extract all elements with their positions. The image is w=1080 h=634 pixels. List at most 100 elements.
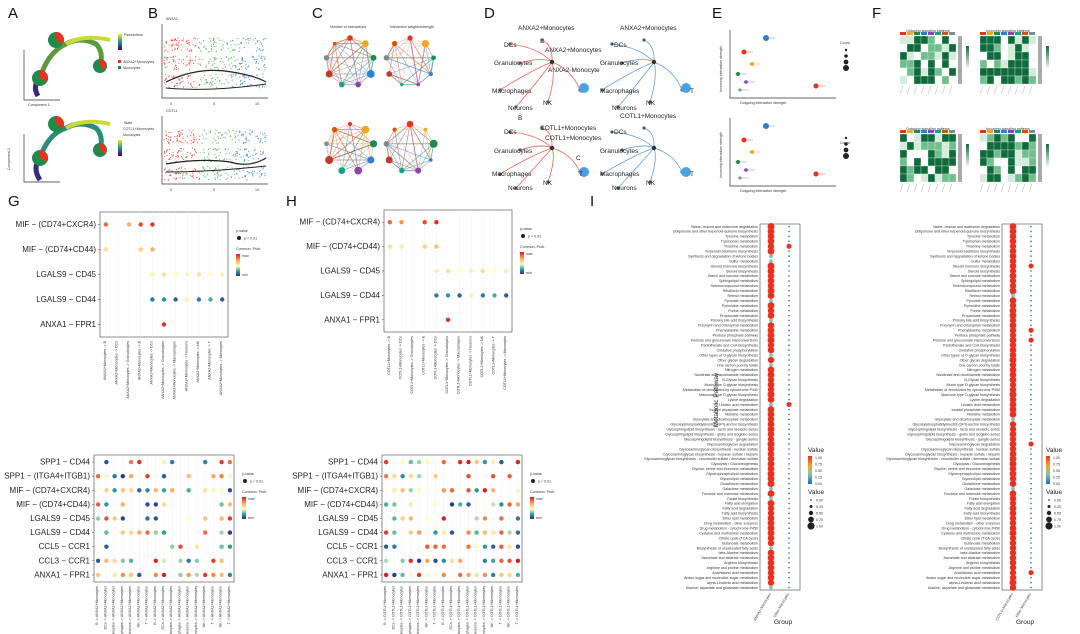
heatmap-cell [920,141,929,151]
expression-point [177,139,179,141]
expression-point [200,49,202,51]
pathway-dot [788,413,790,416]
heatmap-annotation [987,130,993,133]
expression-point [212,81,214,83]
network-edge [386,143,431,161]
pathway-dot [1030,245,1032,248]
hierarchy-node [546,100,550,104]
interaction-dot [126,222,132,227]
interaction-dot [433,502,438,507]
interaction-dot [153,488,158,493]
heatmap-cell [948,133,957,143]
pathway-label: Riboflavin metabolism [723,289,758,293]
pathway-dot [769,318,773,323]
network-edge [341,159,371,171]
heatmap-cell [979,141,988,151]
pathway-dot [767,460,775,468]
trend-b-top-2 [165,83,267,90]
panel-i: Valine, leucine and isoleucine degradati… [644,223,1063,626]
expression-point [215,148,217,151]
expression-point [176,177,178,179]
interaction-dot [474,544,479,549]
column-label: Neurons -> COTL1+Monocytes [474,586,478,634]
expression-point [200,78,202,80]
network-edge [334,43,372,75]
expression-point [163,169,165,171]
expression-point [227,166,229,168]
hierarchy-edge [643,127,655,149]
pathway-dot [1009,307,1017,314]
expression-point [166,41,168,43]
column-label: Monocytes -> ANXA2+Monocytes [194,586,198,634]
pathway-dot [1030,408,1032,411]
state-colorbar [118,140,122,156]
heatmap-cell [1014,51,1023,61]
expression-point [186,173,188,175]
network-edge [326,37,351,59]
column-label: COTL1+Monocytes -> B [422,335,426,374]
network-edge [364,43,372,75]
expression-point [207,153,209,156]
expression-point [178,58,180,61]
expression-point [236,155,238,157]
pathway-dot [1030,388,1032,391]
pathway-label: Glycerolipid metabolism [962,477,1000,481]
legend-value-tick: 1.00 [815,456,822,460]
legend-size-dot [808,510,814,516]
pathway-dot [788,438,790,440]
interaction-dot [170,459,175,465]
expression-point [261,55,263,58]
heatmap-cell [927,141,936,151]
heatmap-cell [979,67,988,77]
legend-prob-title: Commun. Prob. [520,245,545,249]
expression-point [256,50,258,52]
pathway-dot [788,428,790,431]
d-node-dcs-2: DCs [504,129,517,136]
hierarchy-edge [551,147,581,173]
expression-point [219,79,221,82]
interaction-dot [474,572,479,578]
interaction-dot [408,558,413,563]
pathway-dot [767,322,775,329]
network-node [391,40,398,47]
heatmap-cell [920,157,929,167]
pathway-dot [788,408,790,411]
pathway-label: Butanoate metabolism [722,541,758,545]
expression-point [226,42,228,44]
hierarchy-hub [651,59,657,65]
pathway-label: Propanoate metabolism [962,314,1000,318]
hierarchy-edge [499,61,553,91]
heatmap-cell [927,173,936,183]
pathway-dot [788,294,790,297]
pathway-frame [759,223,801,591]
interaction-dot [120,572,126,578]
expression-point [177,150,179,152]
heatmap-cell [979,59,988,69]
network-node [386,71,393,77]
expression-point [258,68,260,70]
heatmap-annotation [914,130,920,133]
expression-point [248,140,250,142]
interaction-dot [211,488,216,493]
expression-point [214,167,216,169]
expression-point [191,59,193,62]
interaction-dot [491,572,496,578]
expression-point [249,79,251,81]
heatmap-cell [1028,51,1037,61]
legend-value-title: Value [1046,447,1063,454]
pathway-label: Retinol metabolism [969,294,1000,298]
heatmap-cell [1021,51,1030,61]
expression-point [217,132,220,134]
pathway-dot [1009,376,1017,384]
expression-point [218,142,220,144]
heatmap-cell [906,59,915,69]
heatmap-cell [899,157,908,167]
network-edge [409,123,419,171]
panel-label-d: D [484,5,495,22]
expression-point [212,43,214,46]
expression-point [234,44,236,46]
legend-size-dot [809,505,813,508]
expression-point [163,46,165,48]
heatmap-tick [927,85,932,95]
heatmap-cell [986,173,995,183]
